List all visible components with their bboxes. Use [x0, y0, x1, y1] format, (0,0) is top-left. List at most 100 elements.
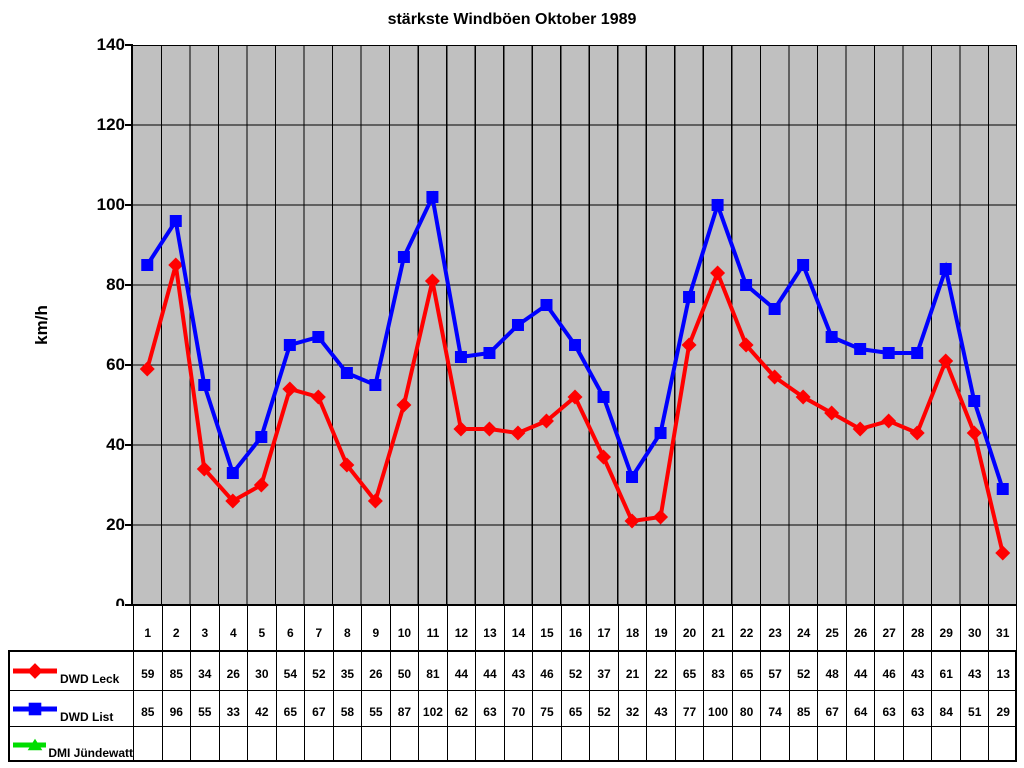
value-cell: 13: [988, 650, 1017, 690]
data-point-marker-diamond: [367, 493, 383, 509]
plot-grid-and-series: [133, 45, 1017, 605]
data-point-marker-diamond: [282, 381, 298, 397]
data-point-marker-diamond: [795, 389, 811, 405]
value-cell: 52: [589, 690, 618, 726]
data-point-marker-triangle: [27, 738, 43, 750]
value-cell: [503, 726, 533, 762]
value-cell: 57: [760, 650, 789, 690]
data-point-marker-diamond: [339, 457, 355, 473]
value-cell: [446, 726, 476, 762]
y-tick-mark: [125, 524, 133, 526]
value-cell: 26: [218, 650, 248, 690]
day-header-cell: 16: [560, 606, 590, 650]
value-cell: 50: [389, 650, 419, 690]
value-cell: 43: [503, 650, 533, 690]
day-header-cell: 13: [475, 606, 504, 650]
y-tick-mark: [125, 284, 133, 286]
value-cell: 30: [247, 650, 276, 690]
data-point-marker-diamond: [139, 361, 155, 377]
value-cell: 44: [475, 650, 504, 690]
legend-key-diamond-icon: [13, 662, 57, 679]
value-cell: [361, 726, 390, 762]
value-cell: [988, 726, 1017, 762]
value-cell: 74: [760, 690, 789, 726]
data-point-marker-diamond: [681, 337, 697, 353]
day-header-cell: 14: [503, 606, 533, 650]
value-cell: 44: [446, 650, 476, 690]
value-cell: 43: [646, 690, 675, 726]
data-point-marker-square: [369, 379, 382, 391]
y-tick-label: 100: [96, 195, 125, 214]
y-axis-title: km/h: [32, 305, 51, 345]
day-header-cell: 10: [389, 606, 419, 650]
data-point-marker-square: [198, 379, 211, 391]
data-point-marker-square: [312, 331, 325, 343]
y-tick-mark: [125, 44, 133, 46]
data-table: 1 2 3 4 5 6 7 8 9 10 11 12 13 14 15 16 17 18 19 20 21 22 23 24 2…: [8, 606, 1017, 762]
data-point-marker-diamond: [27, 662, 43, 679]
value-cell: 55: [361, 690, 390, 726]
value-cell: 59: [133, 650, 162, 690]
x-axis-line: [125, 604, 1017, 606]
data-point-marker-square: [340, 367, 353, 379]
value-cell: [532, 726, 561, 762]
y-tick-mark: [125, 124, 133, 126]
table-corner-cell: [8, 606, 133, 650]
data-point-marker-diamond: [881, 413, 897, 429]
data-point-marker-square: [968, 395, 981, 407]
value-cell: 58: [332, 690, 362, 726]
value-cell: [304, 726, 333, 762]
value-cell: [418, 726, 447, 762]
day-header-cell: 8: [332, 606, 362, 650]
day-header-cell: 30: [959, 606, 989, 650]
data-point-marker-square: [483, 347, 496, 359]
value-cell: 102: [418, 690, 447, 726]
value-cell: [389, 726, 419, 762]
data-point-marker-square: [397, 251, 410, 263]
value-cell: [931, 726, 960, 762]
value-cell: 87: [389, 690, 419, 726]
day-header-cell: 26: [845, 606, 875, 650]
value-cell: 81: [418, 650, 447, 690]
data-point-marker-diamond: [653, 509, 669, 525]
data-point-marker-diamond: [767, 369, 783, 385]
value-cell: 63: [475, 690, 504, 726]
value-cell: [475, 726, 504, 762]
y-tick-label: 80: [106, 275, 125, 294]
data-point-marker-diamond: [196, 461, 212, 477]
day-header-cell: 12: [446, 606, 476, 650]
day-header-cell: 7: [304, 606, 333, 650]
value-cell: 46: [532, 650, 561, 690]
data-point-marker-diamond: [738, 337, 754, 353]
value-cell: 37: [589, 650, 618, 690]
data-point-marker-square: [825, 331, 838, 343]
data-point-marker-diamond: [424, 273, 440, 289]
value-cell: 32: [617, 690, 647, 726]
day-header-cell: 6: [275, 606, 305, 650]
data-point-marker-square: [797, 259, 810, 271]
day-header-cell: 28: [902, 606, 932, 650]
value-cell: [332, 726, 362, 762]
data-point-marker-square: [426, 191, 439, 203]
value-cell: 67: [304, 690, 333, 726]
series-name-label: DWD List: [60, 709, 114, 724]
value-cell: 85: [788, 690, 818, 726]
value-cell: [161, 726, 191, 762]
y-tick-label: 40: [106, 435, 125, 454]
value-cell: 80: [731, 690, 761, 726]
value-cell: 77: [674, 690, 704, 726]
data-point-marker-diamond: [567, 389, 583, 405]
value-cell: 35: [332, 650, 362, 690]
value-cell: 55: [190, 690, 219, 726]
series-name-label: DWD Leck: [60, 671, 120, 686]
day-header-cell: 1: [133, 606, 162, 650]
value-cell: 65: [560, 690, 590, 726]
value-cell: 48: [817, 650, 846, 690]
day-header-cell: 19: [646, 606, 675, 650]
value-cell: [902, 726, 932, 762]
data-point-marker-square: [854, 343, 867, 355]
value-cell: 42: [247, 690, 276, 726]
y-tick-mark: [125, 364, 133, 366]
data-point-marker-square: [768, 303, 781, 315]
